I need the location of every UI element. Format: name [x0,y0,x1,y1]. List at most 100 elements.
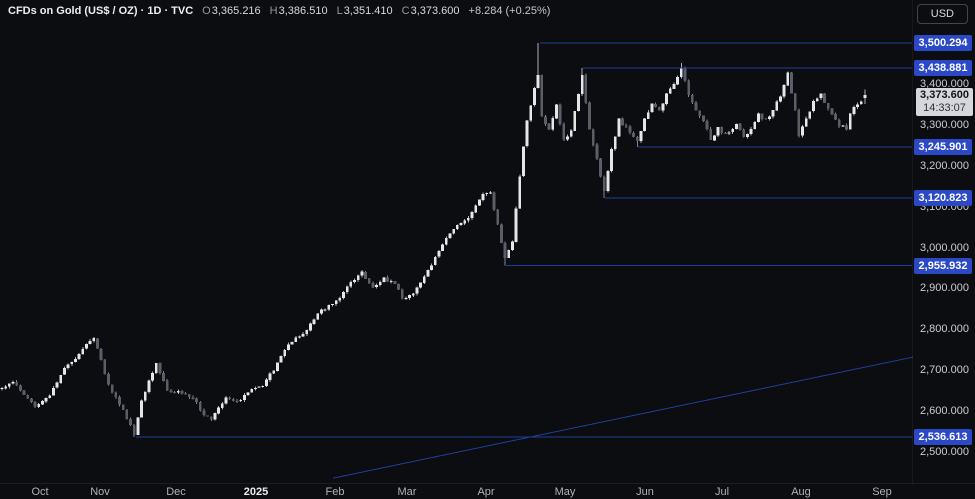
current-price-badge[interactable]: 3,373.600 14:33:07 [916,87,973,116]
candle-body [198,401,202,411]
candle-body [426,270,430,277]
candle-body [187,394,191,398]
candle-body [775,101,779,111]
candle-body [569,130,573,137]
candle-body [676,77,679,85]
candle-body [698,110,702,116]
candle-body [845,125,848,130]
candle-body [856,104,859,107]
candle-body [812,101,815,112]
price-tick-label: 3,300.000 [920,118,969,131]
candle-body [422,276,426,283]
candle-body [371,283,375,288]
candle-body [114,392,118,397]
candle-body [382,277,386,282]
candle-body [514,208,518,242]
candle-body [837,119,841,127]
candle-body [158,363,162,373]
candle-body [804,118,808,127]
candle-body [683,67,687,81]
candle-body [121,404,125,410]
candle-body [441,244,444,252]
candle-body [254,387,257,390]
candle-body [231,399,235,401]
candle-body [848,113,852,130]
candle-body [786,72,790,86]
candle-body [790,72,793,94]
candle-body [261,386,265,387]
candle-body [334,300,338,304]
candle-body [819,93,823,99]
symbol-legend[interactable]: CFDs on Gold (US$ / OZ) · 1D · TVC O3,36… [8,5,550,17]
candle-body [419,282,422,288]
candle-body [702,115,705,122]
candle-body [59,374,63,383]
candle-body [639,131,643,142]
candle-body [331,304,334,306]
currency-button[interactable]: USD [916,4,968,24]
candle-body [103,359,107,374]
candle-body [312,319,316,324]
candle-body [162,372,165,381]
high-value: 3,386.510 [278,5,328,17]
candle-body [147,380,151,392]
candle-body [455,225,459,229]
trendline[interactable] [332,356,914,479]
candle-body [779,96,782,102]
price-tick-label: 2,500.000 [920,446,969,458]
candle-body [492,192,496,210]
candle-body [169,390,173,393]
candle-body [650,103,654,112]
candle-body [151,373,154,381]
candle-body [276,362,279,371]
price-scale[interactable]: 3,400.000 3,300.000 3,200.000 3,100.000 3,00… [912,0,975,484]
price-tick-label: 2,700.000 [920,364,969,377]
candle-body [81,348,85,355]
candle-body [801,126,804,136]
candle-body [606,171,610,192]
candle-body [294,337,298,342]
candle-body [235,401,239,403]
candle-body [654,103,657,108]
time-axis-label: Aug [791,486,811,498]
time-axis-label: Nov [90,486,110,498]
candle-body [154,363,158,374]
candle-body [724,132,727,134]
candle-body [466,218,470,221]
candle-body [191,397,195,399]
candle-body [26,394,30,399]
time-scale[interactable]: Oct Nov Dec 2025 Feb Mar Apr May Jun Jul Aug Sep [0,483,975,499]
candle-body [180,391,184,394]
candle-body [793,93,797,111]
candle-body [44,398,48,402]
candle-body [474,205,478,213]
symbol-title[interactable]: CFDs on Gold (US$ / OZ) · 1D · TVC [8,5,194,17]
change-value: +8.284 (+0.25%) [468,5,551,17]
candle-body [573,111,577,131]
candle-body [257,386,261,388]
candle-body [613,136,617,150]
ohlc-open: O3,365.216 [202,5,261,17]
candle-body [742,129,746,137]
candle-body [852,107,856,114]
candle-body [735,123,738,130]
candle-body [511,241,514,251]
candle-body [661,103,665,111]
candle-body [496,209,500,225]
candle-body [536,75,540,89]
candle-body [88,340,92,345]
candle-body [834,114,837,120]
candle-body [107,374,110,385]
price-tick-label: 2,600.000 [920,405,969,418]
candle-body [118,397,121,405]
candle-body [184,393,187,395]
candle-body [716,126,720,136]
price-level-badge: 3,500.294 [914,34,972,51]
candle-body [338,297,342,301]
candle-body [239,399,243,402]
candle-body [22,390,26,395]
candle-body [599,158,602,177]
candle-body [389,281,393,283]
